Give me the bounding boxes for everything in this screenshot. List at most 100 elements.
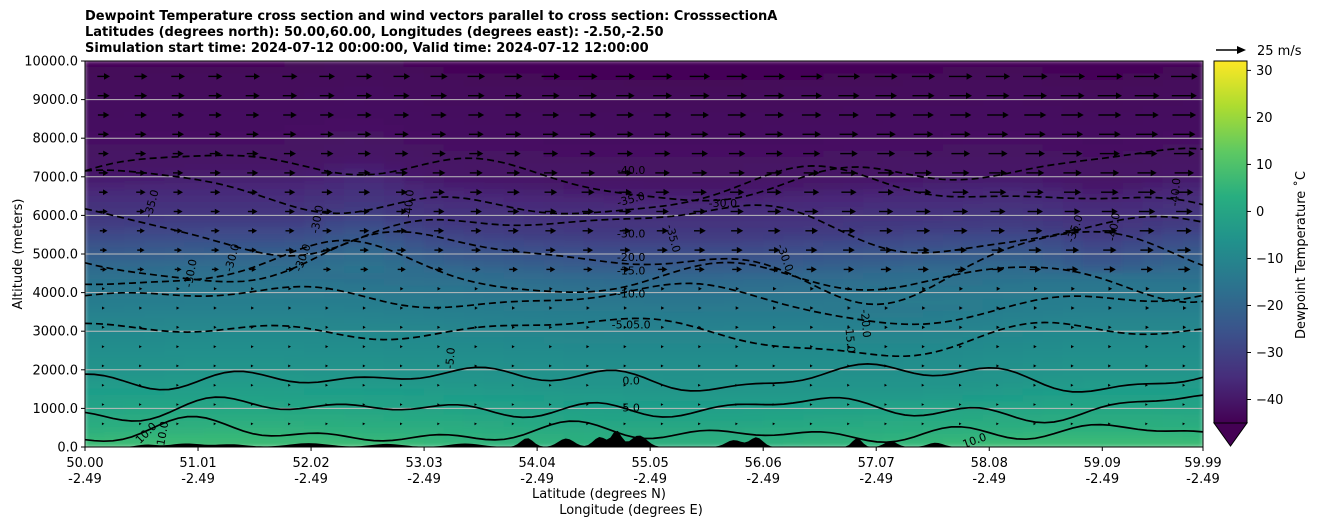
field-cell [523, 343, 545, 352]
field-cell [563, 118, 585, 127]
field-cell [403, 369, 426, 377]
field-cell [763, 337, 785, 345]
field-cell [304, 144, 326, 152]
field-cell [1062, 86, 1084, 94]
field-cell [1062, 137, 1084, 146]
field-cell [1042, 221, 1064, 229]
field-cell [843, 73, 865, 81]
field-cell [1162, 79, 1184, 88]
field-cell [1022, 137, 1044, 146]
field-cell [344, 111, 366, 120]
wind-vector-head [737, 227, 744, 235]
wind-vector-head [1070, 422, 1074, 426]
field-cell [184, 298, 206, 307]
field-cell [124, 61, 146, 69]
field-cell [843, 202, 865, 210]
wind-vectors [97, 73, 1198, 426]
field-cell [1102, 111, 1124, 120]
field-cell [423, 182, 446, 191]
field-cell [863, 111, 885, 120]
wind-vector-head [1071, 345, 1074, 349]
wind-vector-head [699, 266, 705, 273]
field-cell [823, 111, 845, 120]
wind-vector-head [849, 227, 856, 235]
field-cell [1142, 86, 1164, 94]
field-cell [643, 131, 665, 139]
field-cell [344, 176, 366, 184]
field-cell [863, 182, 885, 191]
field-cell [284, 61, 306, 69]
wind-vector-head [626, 169, 633, 177]
field-cell [124, 169, 146, 178]
field-cell [603, 304, 625, 313]
field-cell [1022, 343, 1044, 352]
field-cell [1162, 234, 1184, 242]
wind-vector-head [776, 150, 783, 157]
field-cell [1102, 150, 1124, 159]
field-cell [1062, 324, 1084, 332]
field-cell [623, 388, 645, 397]
wind-vector-head [922, 306, 926, 310]
field-cell [1102, 304, 1124, 313]
wind-vector-head [851, 169, 858, 177]
field-cell [843, 253, 865, 262]
field-cell [1082, 298, 1104, 307]
field-cell [1082, 440, 1104, 447]
wind-vector-head [848, 266, 855, 273]
field-cell [942, 73, 965, 81]
wind-vector-head [664, 150, 671, 157]
field-cell [144, 234, 166, 242]
field-cell [583, 298, 605, 307]
wind-vector-head [779, 73, 786, 80]
field-cell [903, 440, 925, 447]
field-cell [683, 304, 705, 313]
field-cell [823, 150, 845, 159]
field-cell [284, 234, 306, 242]
wind-vector-head [591, 73, 598, 80]
wind-vector-head [1111, 208, 1118, 215]
field-cell [843, 317, 865, 326]
wind-vector-head [213, 422, 217, 426]
field-cell [1102, 433, 1124, 442]
field-cell [603, 202, 625, 210]
field-cell [863, 131, 885, 139]
field-cell [244, 118, 266, 127]
field-cell [923, 150, 945, 159]
field-cell [104, 157, 126, 165]
field-cell [264, 259, 286, 268]
wind-vector-head [735, 403, 738, 406]
field-cell [883, 144, 905, 152]
field-cell [403, 66, 426, 75]
contour-label: -40.0 [617, 164, 645, 177]
field-cell [763, 259, 785, 268]
field-cell [843, 362, 865, 371]
field-cell [703, 414, 725, 422]
field-cell [443, 369, 466, 377]
field-cell [723, 324, 745, 332]
field-cell [883, 227, 905, 236]
field-cell [982, 163, 1005, 172]
field-cell [863, 279, 885, 287]
field-cell [823, 73, 845, 81]
field-cell [563, 221, 585, 229]
field-cell [503, 427, 525, 435]
field-cell [982, 189, 1005, 197]
field-cell [1002, 247, 1025, 255]
field-cell [144, 86, 166, 94]
field-cell [663, 105, 685, 114]
wind-vector-head [438, 247, 444, 253]
field-cell [923, 395, 945, 403]
field-cell [124, 382, 146, 390]
field-cell [463, 176, 485, 184]
field-cell [184, 401, 206, 410]
field-cell [763, 356, 785, 365]
field-cell [583, 350, 605, 358]
field-cell [623, 163, 645, 172]
field-cell [244, 124, 266, 133]
wind-vector-head [289, 189, 296, 196]
field-cell [763, 118, 785, 127]
field-cell [883, 427, 905, 435]
field-cell [703, 330, 725, 339]
field-cell [1022, 440, 1044, 447]
field-cell [184, 324, 206, 332]
